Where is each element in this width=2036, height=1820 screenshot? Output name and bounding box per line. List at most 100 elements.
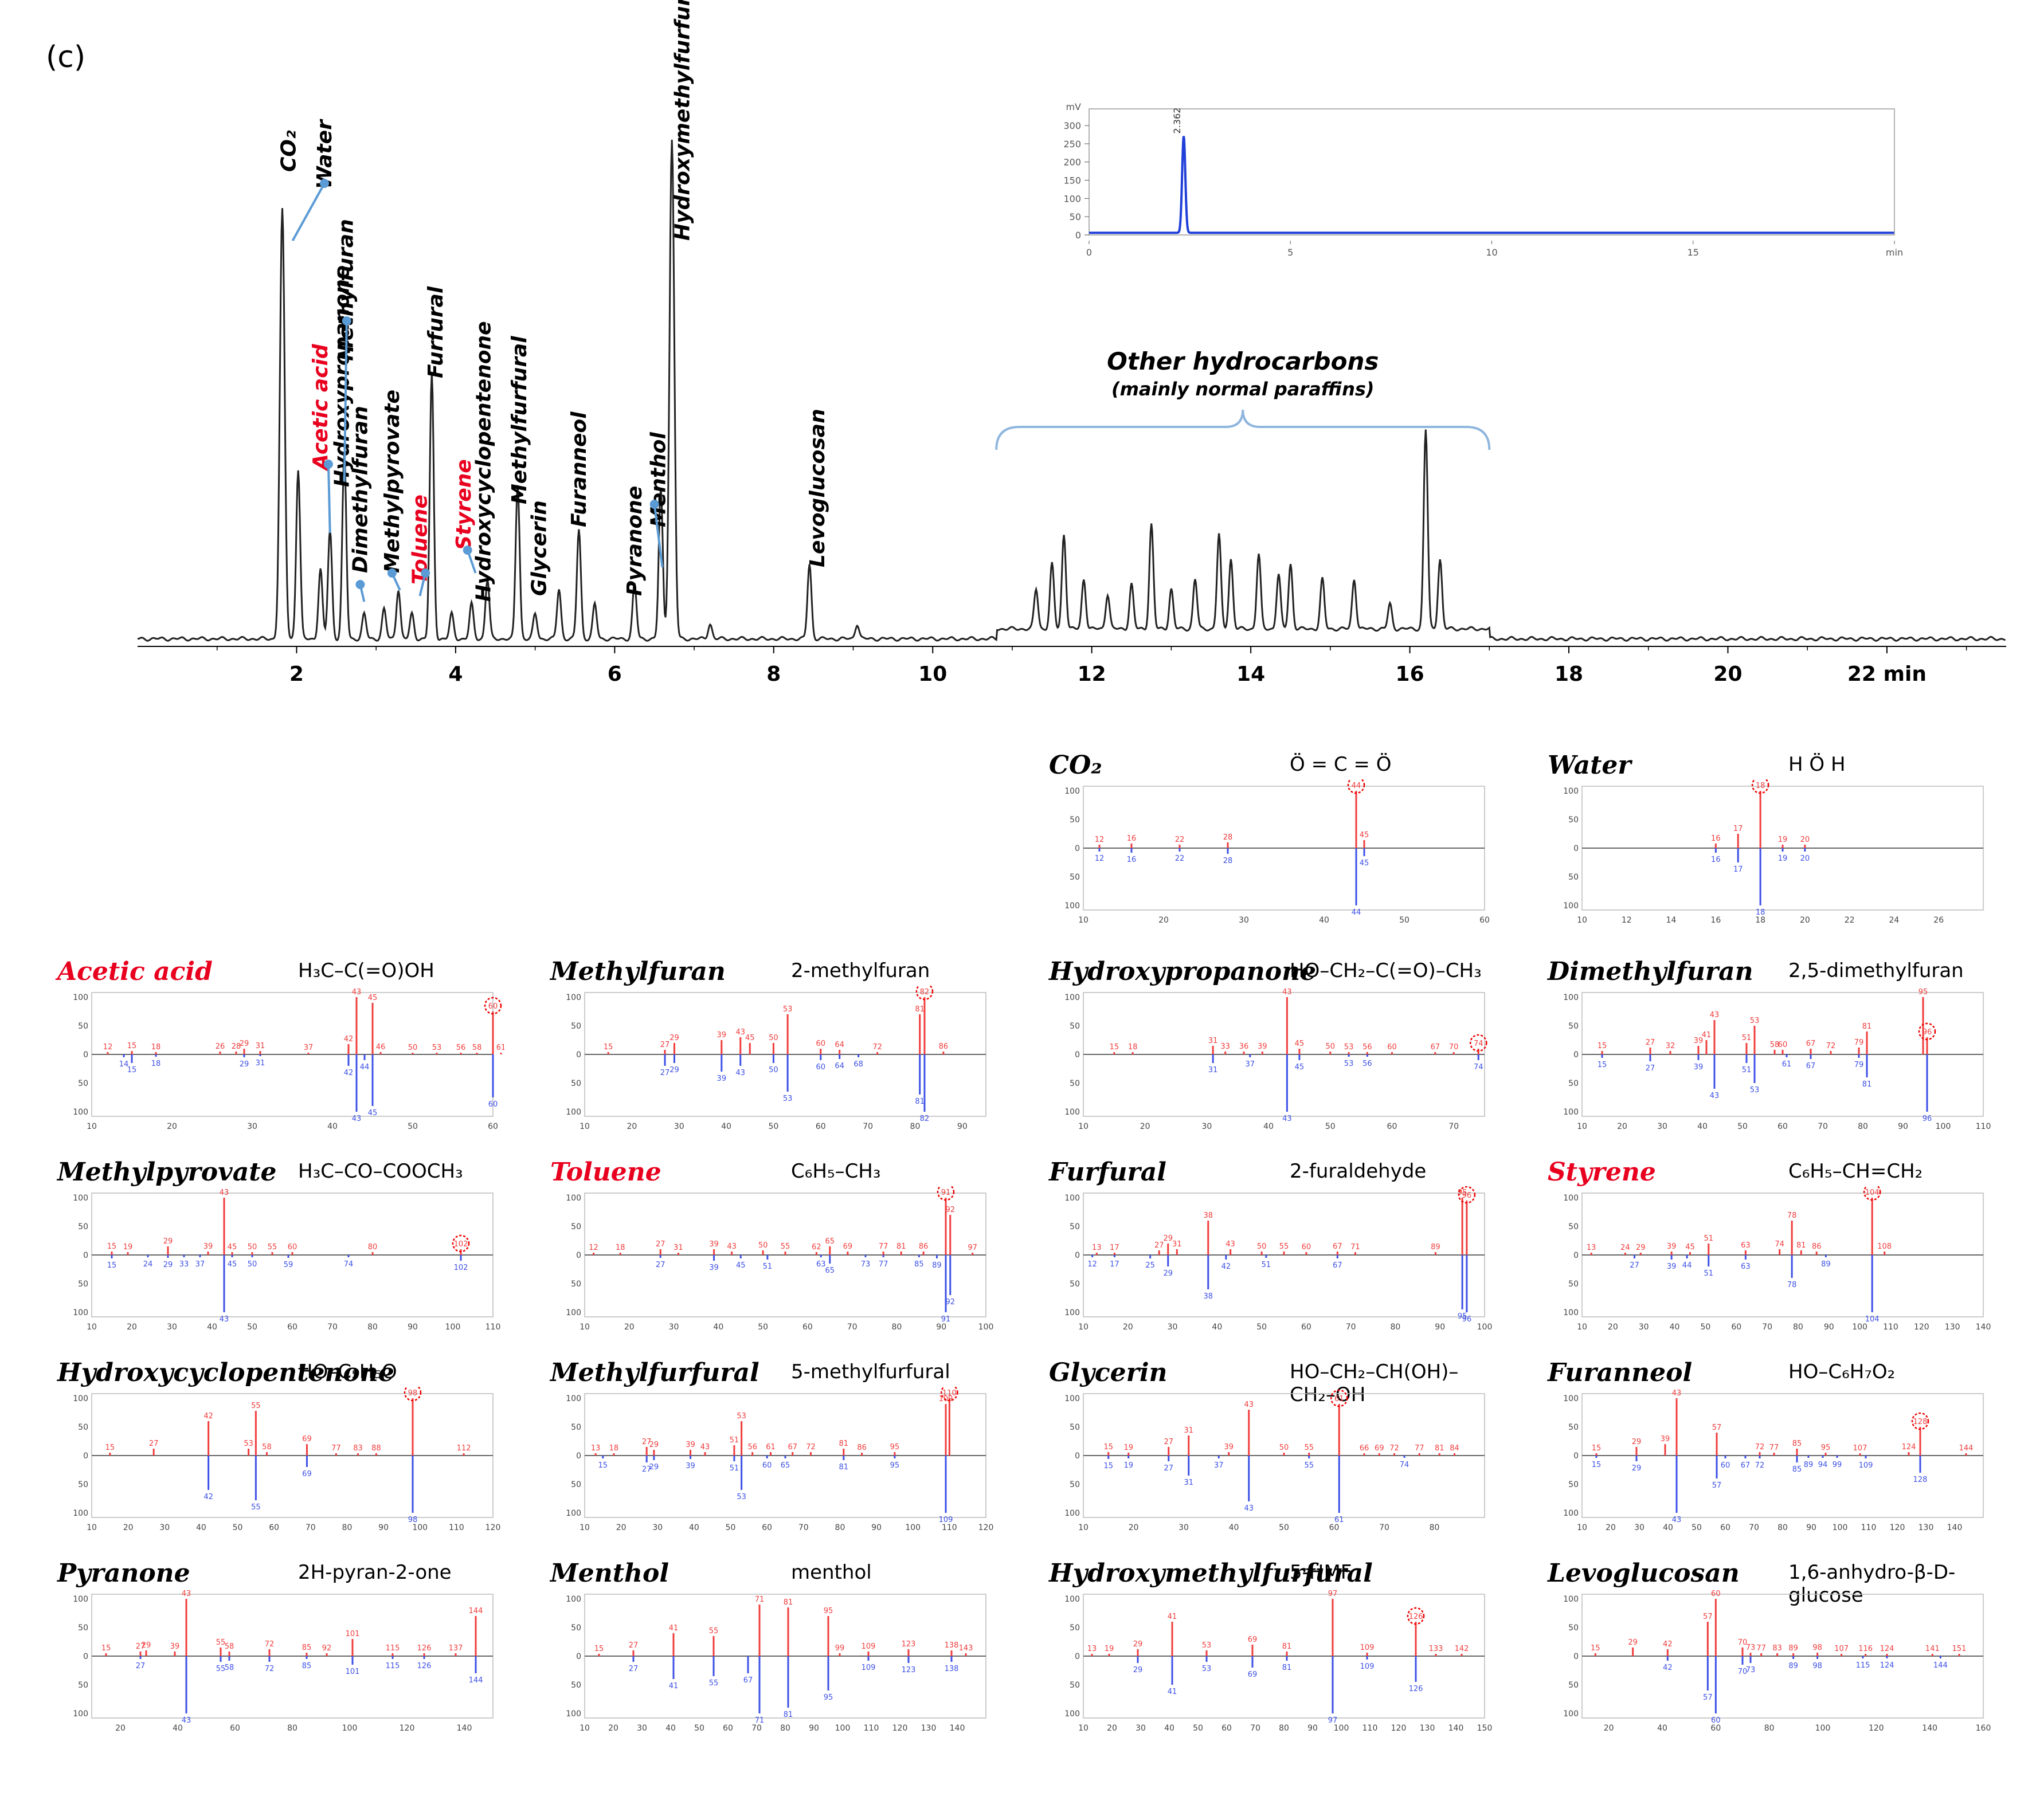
peak-top-label: 39: [1667, 1242, 1677, 1251]
peak-top-label: 91: [941, 1189, 951, 1197]
x-tick-label: 80: [835, 1523, 845, 1532]
y-tick-label: 0: [83, 1251, 88, 1260]
mass-spectrum-hydroxypropanone: Hydroxypropanone HO–CH₂–C(=O)–CH₃ 100 50 0 50…: [1049, 957, 1496, 1146]
peak-top-label: 18: [609, 1444, 619, 1453]
peak-top-label: 86: [1812, 1242, 1822, 1251]
x-tick-label: 22 min: [1847, 662, 1927, 686]
peak-bottom-label: 27: [642, 1465, 652, 1474]
y-tick-label: 50: [571, 1079, 581, 1088]
x-tick-label: 70: [863, 1122, 873, 1131]
spectrum-title: Toluene: [550, 1158, 661, 1187]
peak-top-label: 41: [669, 1624, 679, 1633]
x-tick-label: 20: [1129, 1523, 1139, 1532]
spectrum-title: Furanneol: [1548, 1358, 1693, 1387]
peak-top-label: 17: [1733, 825, 1743, 833]
x-tick-label: 120: [892, 1724, 908, 1733]
y-tick-label: 0: [1573, 1452, 1579, 1461]
peak-bottom-label: 55: [216, 1665, 226, 1673]
molecular-ion-marker: [1458, 1186, 1476, 1204]
peak-bottom-label: 104: [1865, 1315, 1880, 1324]
x-tick-label: 30: [247, 1122, 257, 1131]
peak-bottom-label: 91: [941, 1315, 951, 1324]
x-tick-label: 50: [1692, 1523, 1702, 1532]
y-tick-label: 50: [1070, 1480, 1080, 1489]
peak-bottom-label: 85: [914, 1260, 924, 1269]
peak-bottom-label: 43: [352, 1115, 362, 1123]
x-tick-label: 60: [230, 1724, 240, 1733]
y-tick-label: 100: [73, 1709, 88, 1719]
peak-bottom-label: 69: [1248, 1670, 1258, 1679]
x-tick-label: 60: [1479, 916, 1490, 925]
peak-bottom-label: 126: [417, 1662, 432, 1670]
peak-top-label: 142: [1455, 1645, 1469, 1653]
peak-bottom-label: 45: [736, 1261, 746, 1270]
y-tick-label: 100: [73, 1308, 88, 1317]
y-tick-label: 50: [1568, 1222, 1579, 1231]
peak-top-label: 45: [1360, 831, 1369, 840]
y-tick-label: 50: [1070, 1079, 1080, 1088]
inset-x-tick-label: 10: [1486, 247, 1497, 258]
peak-label: Methylpyrovate: [381, 390, 404, 573]
peak-top-label: 67: [1806, 1040, 1816, 1048]
x-tick-label: 10: [1078, 916, 1089, 925]
panel-label: (c): [46, 40, 86, 74]
peak-top-label: 57: [1712, 1423, 1722, 1432]
y-tick-label: 0: [1573, 1652, 1579, 1661]
peak-top-label: 71: [1350, 1243, 1360, 1252]
y-tick-label: 0: [576, 1452, 581, 1461]
peak-top-label: 144: [1959, 1444, 1974, 1453]
y-tick-label: 50: [1070, 1423, 1080, 1432]
peak-bottom-label: 60: [488, 1100, 498, 1109]
inset-x-tick-label: 5: [1287, 247, 1293, 258]
peak-top-label: 41: [1168, 1613, 1177, 1621]
peak-top-label: 39: [203, 1242, 213, 1251]
arrowhead: [421, 568, 430, 578]
inset-y-tick-label: 50: [1070, 211, 1081, 222]
peak-bottom-label: 38: [1204, 1292, 1213, 1301]
y-tick-label: 0: [1075, 1452, 1080, 1461]
peak-top-label: 45: [745, 1034, 755, 1042]
molecular-ion-marker: [1407, 1607, 1425, 1625]
arrowhead: [323, 460, 333, 469]
peak-top-label: 56: [747, 1443, 757, 1452]
structure-formula: HO–CH₂–C(=O)–CH₃: [1290, 959, 1482, 982]
inset-x-tick-label: 0: [1086, 247, 1092, 258]
x-tick-label: 80: [780, 1724, 790, 1733]
peak-top-label: 51: [1742, 1034, 1752, 1042]
peak-bottom-label: 27: [629, 1665, 639, 1673]
x-tick-label: 60: [1710, 1724, 1721, 1733]
peak-bottom-label: 51: [1704, 1269, 1713, 1278]
peak-bottom-label: 12: [1095, 854, 1105, 863]
y-tick-label: 50: [78, 1423, 88, 1432]
structure-formula: HO–C₆H₇O₂: [1788, 1360, 1896, 1383]
molecular-ion-marker: [1751, 779, 1769, 794]
peak-top-label: 77: [879, 1242, 888, 1251]
x-tick-label: 12: [1622, 916, 1632, 925]
peak-top-label: 72: [1826, 1042, 1836, 1050]
x-tick-label: 70: [327, 1323, 338, 1332]
peak-bottom-label: 57: [1712, 1481, 1722, 1490]
x-tick-label: 30: [1657, 1122, 1667, 1131]
y-tick-label: 50: [571, 1623, 581, 1633]
x-tick-label: 70: [1749, 1523, 1759, 1532]
inset-frame: [1089, 108, 1895, 236]
mass-spectrum-furfural: Furfural 2-furaldehyde 100 50 0 50 100 10 20 30 40…: [1049, 1158, 1496, 1347]
y-tick-label: 50: [1070, 1022, 1080, 1031]
peak-bottom-label: 55: [251, 1503, 261, 1512]
structure-formula: HO–CH₂–CH(OH)–CH₂–OH: [1290, 1360, 1459, 1406]
y-tick-label: 50: [1070, 1623, 1080, 1633]
x-tick-label: 50: [247, 1323, 257, 1332]
spectrum-title: Methylfurfural: [550, 1358, 759, 1387]
peak-bottom-label: 60: [1721, 1461, 1730, 1470]
peak-top-label: 12: [589, 1244, 598, 1252]
x-tick-label: 120: [978, 1523, 994, 1532]
x-tick-label: 14: [1666, 916, 1677, 925]
peak-bottom-label: 18: [151, 1060, 161, 1068]
peak-top-label: 36: [1239, 1042, 1249, 1051]
x-tick-label: 50: [1700, 1323, 1710, 1332]
peak-top-label: 109: [862, 1642, 876, 1651]
inset-y-tick-label: 150: [1063, 175, 1081, 186]
